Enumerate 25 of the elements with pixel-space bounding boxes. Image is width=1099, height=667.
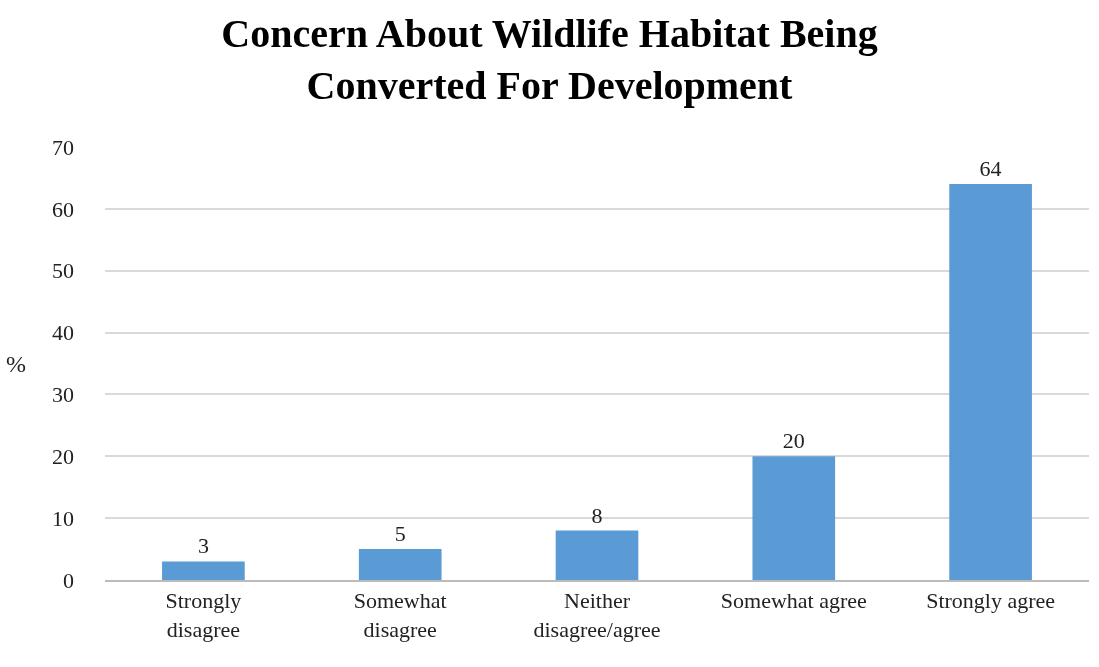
bar (555, 530, 639, 580)
y-tick-label: 50 (52, 258, 74, 284)
y-tick-label: 20 (52, 443, 74, 469)
data-label: 5 (394, 521, 406, 547)
data-label: 3 (197, 533, 209, 559)
x-tick-label: Neither disagree/agree (533, 588, 661, 642)
y-axis-title: % (6, 351, 26, 377)
bar (949, 184, 1032, 580)
data-label: 20 (782, 428, 805, 454)
data-label: 64 (979, 156, 1002, 182)
bar (358, 549, 442, 580)
x-tick-label: Strongly agree (926, 588, 1056, 614)
bar (752, 456, 836, 580)
x-tick-label: Strongly disagree (165, 588, 242, 642)
y-tick-label: 30 (52, 382, 74, 408)
y-tick-label: 60 (52, 196, 74, 222)
y-tick-label: 70 (52, 134, 74, 160)
y-tick-label: 0 (63, 567, 74, 593)
y-tick-label: 40 (52, 320, 74, 346)
bar (162, 561, 245, 580)
chart-title: Concern About Wildlife Habitat Being Converted For Development (221, 10, 878, 108)
x-tick-label: Somewhat disagree (353, 588, 447, 642)
data-label: 8 (591, 502, 603, 528)
x-tick-label: Somewhat agree (720, 588, 867, 614)
y-tick-label: 10 (52, 505, 74, 531)
